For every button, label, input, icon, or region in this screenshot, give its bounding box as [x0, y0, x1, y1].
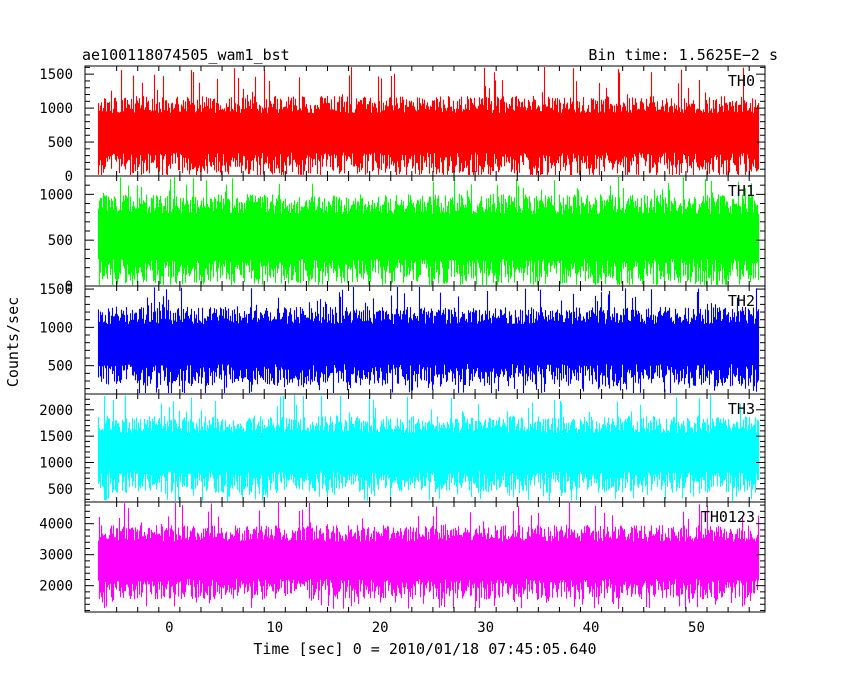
- panel-th2: 500 1000 1500 TH2: [39, 282, 766, 395]
- chart-title: ae100118074505_wam1_bst: [82, 46, 290, 64]
- series-line-th0: [97, 67, 760, 175]
- panel-frame: [84, 501, 766, 613]
- y-tick-label: 1000: [39, 455, 73, 471]
- panel-label-th0123: TH0123: [701, 508, 755, 526]
- panel-th0123: 2000 3000 4000 TH0123: [39, 501, 766, 613]
- y-tick-label: 500: [48, 359, 73, 375]
- y-tick-label: 1500: [39, 282, 73, 298]
- y-tick-label: 4000: [39, 517, 73, 533]
- x-axis: 0 10 20 30 40 50: [165, 620, 705, 636]
- panel-label-th2: TH2: [728, 292, 755, 310]
- y-tick-label: 0: [65, 279, 73, 295]
- x-tick-label: 50: [688, 620, 705, 636]
- bin-time-label: Bin time: 1.5625E−2 s: [588, 46, 778, 64]
- x-tick-label: 10: [266, 620, 283, 636]
- panel-th0: 0 500 1000 1500 TH0: [39, 65, 766, 185]
- series-line-th1: [97, 177, 760, 285]
- panel-th3: 500 1000 1500 2000 TH3: [39, 393, 766, 503]
- x-tick-label: 30: [477, 620, 494, 636]
- panel-th1: 0 500 1000 TH1: [39, 175, 766, 295]
- panels-group: 0 500 1000 1500 TH0 0 500 1000 TH1 500 1000 1500 TH2…: [39, 65, 766, 613]
- y-tick-label: 2000: [39, 579, 73, 595]
- y-tick-label: 500: [48, 233, 73, 249]
- y-tick-label: 2000: [39, 403, 73, 419]
- panel-label-th3: TH3: [728, 400, 755, 418]
- x-tick-label: 0: [165, 620, 173, 636]
- y-tick-label: 3000: [39, 548, 73, 564]
- y-tick-label: 500: [48, 135, 73, 151]
- x-axis-label: Time [sec] 0 = 2010/01/18 07:45:05.640: [253, 640, 596, 658]
- y-tick-label: 1500: [39, 429, 73, 445]
- series-line-th2: [97, 287, 760, 393]
- series-line-th0123: [97, 503, 760, 609]
- x-tick-label: 40: [583, 620, 600, 636]
- x-tick-label: 20: [372, 620, 389, 636]
- series-line-th3: [97, 395, 760, 501]
- y-tick-label: 1000: [39, 320, 73, 336]
- y-tick-label: 1000: [39, 187, 73, 203]
- y-tick-label: 1000: [39, 101, 73, 117]
- y-tick-label: 1500: [39, 67, 73, 83]
- y-axis-label: Counts/sec: [4, 297, 22, 387]
- y-tick-label: 0: [65, 169, 73, 185]
- y-tick-label: 500: [48, 482, 73, 498]
- panel-label-th1: TH1: [728, 182, 755, 200]
- panel-label-th0: TH0: [728, 72, 755, 90]
